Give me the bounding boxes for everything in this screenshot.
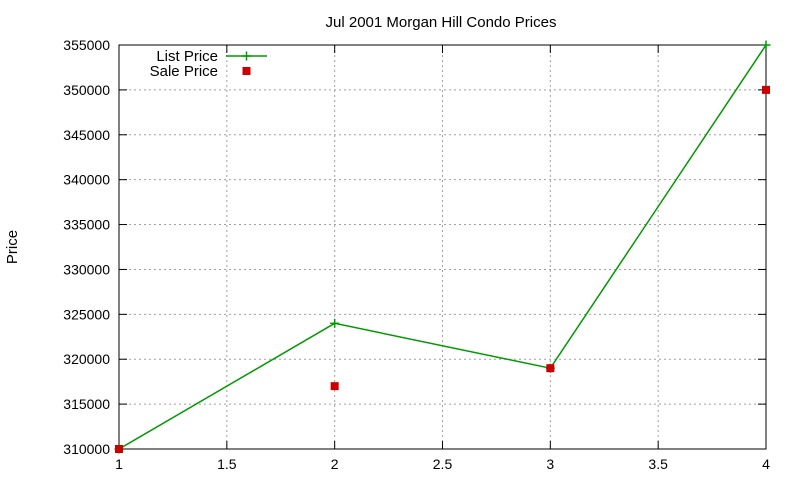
y-tick-label: 350000	[63, 82, 110, 98]
data-point-square	[330, 382, 339, 391]
y-axis-label: Price	[4, 230, 21, 264]
x-tick-label: 1.5	[217, 456, 237, 472]
data-point-plus	[330, 318, 340, 328]
data-point-square	[115, 445, 123, 453]
y-tick-label: 320000	[63, 351, 110, 367]
y-tick-label: 355000	[63, 37, 110, 53]
x-tick-label: 3.5	[648, 456, 668, 472]
y-tick-label: 325000	[63, 306, 110, 322]
series-layer	[114, 40, 771, 454]
axis-ticks: 310000 315000 320000 325000 330000 335000 3400…	[63, 37, 770, 472]
legend-label: List Price	[156, 48, 218, 65]
x-tick-label: 1	[115, 456, 123, 472]
data-point-plus	[761, 40, 771, 50]
legend-marker-square	[242, 67, 251, 75]
x-tick-label: 2	[331, 456, 339, 472]
y-tick-label: 340000	[63, 172, 110, 188]
data-point-square	[546, 364, 555, 373]
y-tick-label: 335000	[63, 217, 110, 233]
y-tick-label: 310000	[63, 441, 110, 457]
x-tick-label: 3	[546, 456, 554, 472]
x-tick-label: 2.5	[433, 456, 453, 472]
series-1	[115, 85, 770, 453]
chart-title: Jul 2001 Morgan Hill Condo Prices	[326, 14, 557, 31]
y-tick-label: 330000	[63, 261, 110, 277]
data-point-square	[762, 85, 770, 94]
y-tick-label: 345000	[63, 127, 110, 143]
x-tick-label: 4	[762, 456, 770, 472]
legend-label: Sale Price	[150, 63, 218, 80]
series-line	[118, 44, 767, 450]
y-tick-label: 315000	[63, 396, 110, 412]
legend-marker-plus	[242, 51, 251, 61]
grid	[119, 45, 766, 449]
